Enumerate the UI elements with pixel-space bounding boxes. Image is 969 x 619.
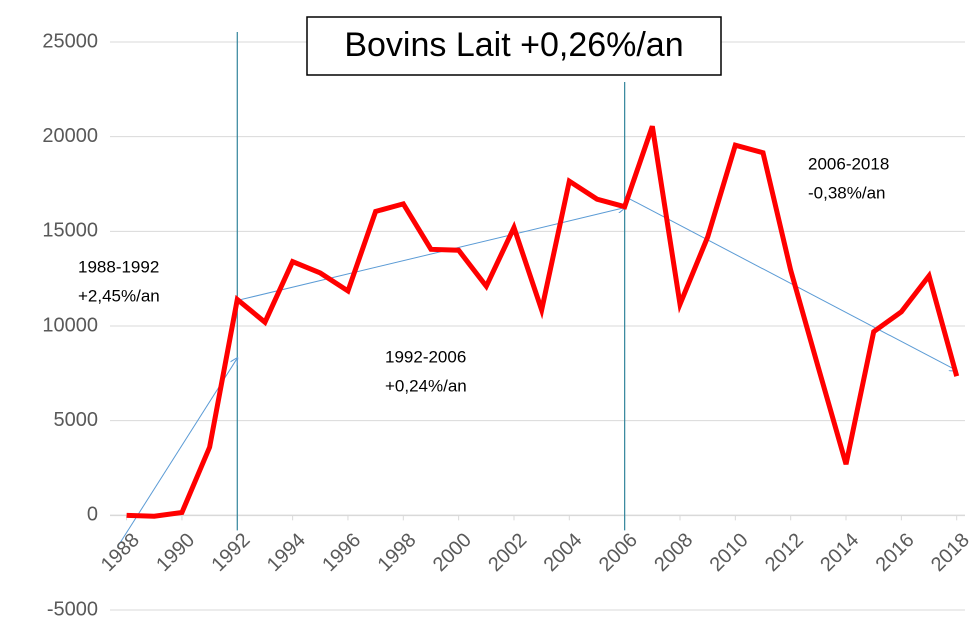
trend-line: [624, 195, 957, 370]
x-tick-label: 2014: [816, 529, 863, 576]
y-tick-label: 25000: [42, 30, 98, 52]
y-tick-label: 20000: [42, 125, 98, 147]
annotation: +2,45%/an: [78, 286, 160, 305]
x-tick-label: 2010: [706, 529, 753, 576]
y-tick-label: 15000: [42, 220, 98, 242]
x-tick-label: 1992: [208, 529, 255, 576]
x-tick-label: 2016: [872, 529, 919, 576]
x-tick-label: 2012: [761, 529, 808, 576]
line-series: [126, 125, 960, 519]
x-tick-label: 1994: [263, 529, 310, 576]
chart-title: Bovins Lait +0,26%/an: [344, 26, 683, 64]
annotation: 2006-2018: [808, 154, 889, 173]
y-tick-label: 10000: [42, 314, 98, 336]
annotation: 1992-2006: [385, 347, 466, 366]
annotation: 1988-1992: [78, 257, 159, 276]
title-box: [306, 16, 722, 76]
x-tick-label: 1990: [152, 529, 199, 576]
trend-line: [237, 208, 624, 301]
x-tick-label: 2004: [540, 529, 587, 576]
x-tick-label: 1988: [97, 529, 144, 576]
x-tick-label: 1996: [318, 529, 365, 576]
x-tick-label: 1998: [374, 529, 421, 576]
x-tick-label: 2000: [429, 529, 476, 576]
y-tick-label: 0: [87, 504, 98, 526]
annotation: -0,38%/an: [808, 183, 886, 202]
x-tick-label: 2018: [927, 529, 969, 576]
x-tick-label: 2002: [484, 529, 531, 576]
x-tick-label: 2008: [650, 529, 697, 576]
y-tick-label: 5000: [54, 409, 99, 431]
x-tick-label: 2006: [595, 529, 642, 576]
annotation: +0,24%/an: [385, 376, 467, 395]
y-tick-label: -5000: [47, 598, 98, 619]
